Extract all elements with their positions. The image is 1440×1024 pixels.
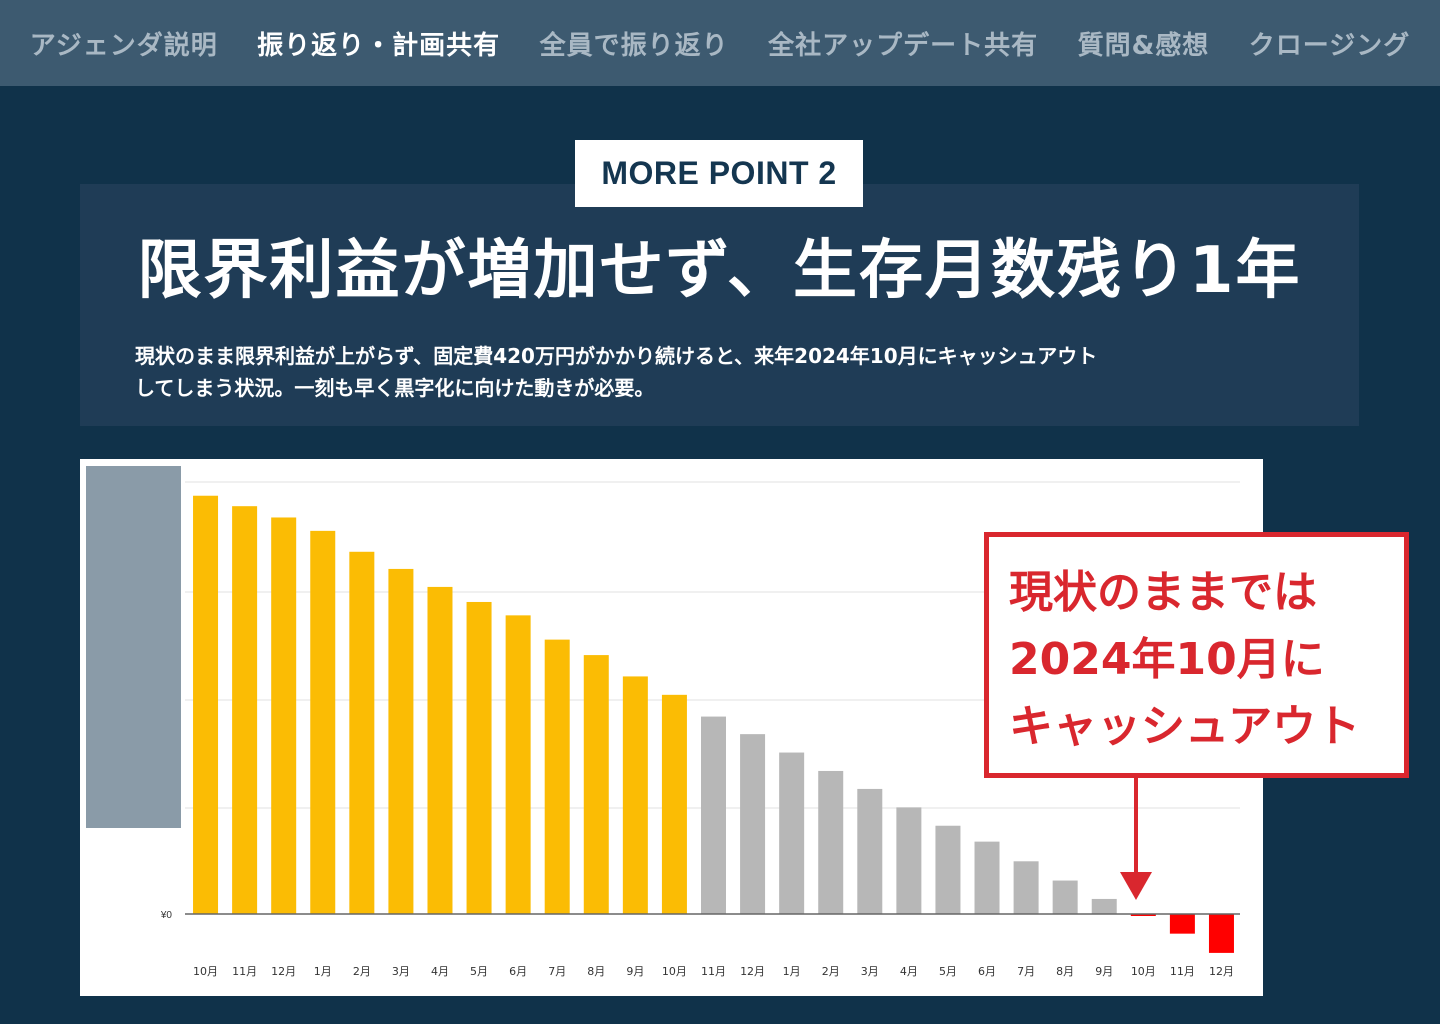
x-tick-22: 7月 bbox=[1017, 965, 1035, 978]
masked-axis-block bbox=[86, 466, 181, 828]
page-title: 限界利益が増加せず、生存月数残り1年 bbox=[137, 234, 1302, 308]
x-tick-15: 12月 bbox=[740, 965, 765, 978]
bar-9 bbox=[505, 615, 531, 914]
bar-22 bbox=[1013, 861, 1039, 914]
bar-25 bbox=[1130, 914, 1156, 916]
bar-20 bbox=[935, 825, 961, 914]
x-tick-10: 7月 bbox=[548, 965, 566, 978]
x-tick-18: 3月 bbox=[861, 965, 879, 978]
bar-15 bbox=[740, 734, 766, 914]
bar-16 bbox=[779, 752, 805, 914]
y-zero-label: ¥0 bbox=[160, 910, 173, 921]
arrow-head bbox=[1120, 872, 1152, 900]
description-line-2: してしまう状況。一刻も早く黒字化に向けた動きが必要。 bbox=[135, 376, 655, 400]
x-tick-7: 4月 bbox=[431, 965, 449, 978]
x-tick-19: 4月 bbox=[900, 965, 918, 978]
bar-21 bbox=[974, 841, 1000, 914]
x-tick-27: 12月 bbox=[1209, 965, 1234, 978]
x-tick-23: 8月 bbox=[1056, 965, 1074, 978]
bar-8 bbox=[466, 601, 492, 914]
bar-7 bbox=[427, 586, 453, 914]
bar-3 bbox=[271, 517, 297, 914]
bar-24 bbox=[1091, 898, 1117, 914]
bar-26 bbox=[1169, 914, 1195, 934]
description: 現状のまま限界利益が上がらず、固定費420万円がかかり続けると、来年2024年1… bbox=[135, 340, 1315, 404]
x-tick-2: 11月 bbox=[232, 965, 257, 978]
bar-2 bbox=[232, 506, 258, 914]
x-tick-1: 10月 bbox=[193, 965, 218, 978]
headline-panel bbox=[80, 184, 1359, 426]
x-tick-9: 6月 bbox=[509, 965, 527, 978]
bar-10 bbox=[544, 639, 570, 914]
bar-1 bbox=[193, 495, 219, 914]
x-tick-5: 2月 bbox=[353, 965, 371, 978]
chart-svg: ¥0 10月 11月 12月 1月 2月 3月 4月 5月 6月 7月 8月 9月 10月 11月 12月 1月… bbox=[86, 466, 1240, 978]
nav-tab-1[interactable]: アジェンダ説明 bbox=[29, 30, 218, 61]
x-tick-14: 11月 bbox=[701, 965, 726, 978]
x-tick-3: 12月 bbox=[271, 965, 296, 978]
bar-19 bbox=[896, 807, 922, 914]
x-tick-21: 6月 bbox=[978, 965, 996, 978]
nav-tab-5[interactable]: 質問&感想 bbox=[1077, 30, 1210, 61]
bar-18 bbox=[857, 788, 883, 914]
x-tick-6: 3月 bbox=[392, 965, 410, 978]
cashout-callout: 現状のままでは 2024年10月に キャッシュアウト bbox=[984, 532, 1409, 778]
bar-27 bbox=[1208, 914, 1234, 953]
nav-tab-2[interactable]: 振り返り・計画共有 bbox=[257, 30, 501, 61]
x-tick-17: 2月 bbox=[822, 965, 840, 978]
x-tick-16: 1月 bbox=[783, 965, 801, 978]
more-point-badge: MORE POINT 2 bbox=[575, 140, 863, 207]
x-tick-25: 10月 bbox=[1131, 965, 1156, 978]
callout-line-2: 2024年10月に bbox=[1009, 634, 1325, 685]
bar-23 bbox=[1052, 880, 1078, 914]
x-tick-13: 10月 bbox=[662, 965, 687, 978]
callout-line-3: キャッシュアウト bbox=[1009, 701, 1361, 752]
bar-6 bbox=[388, 568, 414, 914]
x-tick-8: 5月 bbox=[470, 965, 488, 978]
callout-line-1: 現状のままでは bbox=[1009, 567, 1317, 618]
bar-4 bbox=[310, 530, 336, 914]
bar-12 bbox=[622, 676, 648, 914]
x-tick-26: 11月 bbox=[1170, 965, 1195, 978]
nav-tab-6[interactable]: クロージング bbox=[1248, 30, 1411, 61]
bar-14 bbox=[701, 716, 726, 914]
nav-tab-4[interactable]: 全社アップデート共有 bbox=[768, 30, 1039, 61]
top-nav: アジェンダ説明 振り返り・計画共有 全員で振り返り 全社アップデート共有 質問&感想 クロ… bbox=[0, 0, 1440, 86]
x-tick-24: 9月 bbox=[1095, 965, 1113, 978]
nav-tab-3[interactable]: 全員で振り返り bbox=[539, 30, 729, 61]
x-tick-12: 9月 bbox=[626, 965, 644, 978]
bar-5 bbox=[349, 551, 375, 914]
bar-11 bbox=[583, 655, 609, 914]
callout-arrow bbox=[1120, 776, 1152, 900]
x-tick-20: 5月 bbox=[939, 965, 957, 978]
x-tick-4: 1月 bbox=[314, 965, 332, 978]
x-tick-11: 8月 bbox=[587, 965, 605, 978]
description-line-1: 現状のまま限界利益が上がらず、固定費420万円がかかり続けると、来年2024年1… bbox=[135, 344, 1098, 368]
bar-13 bbox=[661, 694, 687, 914]
bar-17 bbox=[818, 770, 844, 914]
